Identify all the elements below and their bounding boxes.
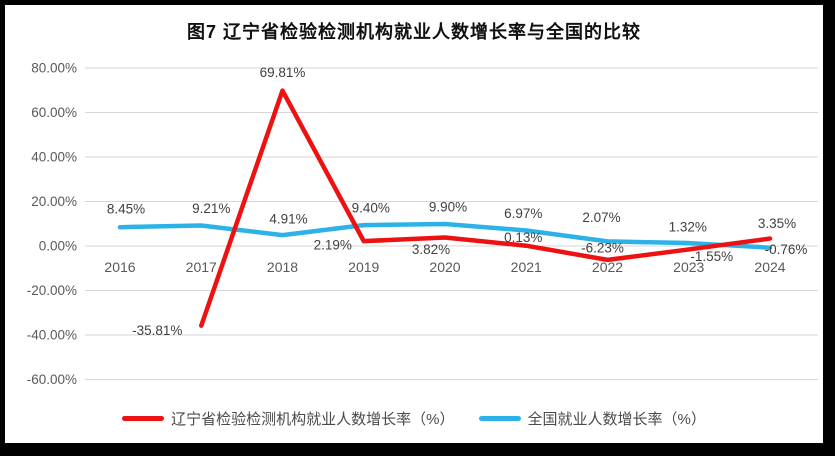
data-label: -6.23% — [581, 240, 624, 255]
data-label: 3.35% — [758, 216, 796, 231]
y-axis-tick-label: 40.00% — [31, 150, 77, 165]
x-axis-tick-label: 2021 — [511, 259, 542, 275]
data-label: -0.76% — [765, 242, 808, 257]
data-label: 3.82% — [412, 242, 450, 257]
chart-legend: 辽宁省检验检测机构就业人数增长率（%） 全国就业人数增长率（%） — [5, 408, 823, 429]
data-label: 0.13% — [504, 230, 542, 245]
series-line-liaoning — [199, 88, 773, 328]
y-axis-tick-label: 60.00% — [31, 105, 77, 120]
data-label: 9.90% — [429, 199, 467, 214]
y-axis-tick-label: -40.00% — [27, 328, 77, 343]
chart-title: 图7 辽宁省检验检测机构就业人数增长率与全国的比较 — [186, 22, 641, 42]
data-label: -1.55% — [690, 249, 733, 264]
data-label: 6.97% — [504, 206, 542, 221]
data-label: 9.21% — [192, 201, 230, 216]
y-axis-tick-label: 20.00% — [31, 194, 77, 209]
data-label: 8.45% — [107, 202, 145, 217]
data-label: 9.40% — [352, 201, 390, 216]
x-axis-tick-label: 2022 — [592, 259, 623, 275]
x-axis-tick-label: 2024 — [754, 259, 785, 275]
x-axis-tick-label: 2017 — [186, 259, 217, 275]
data-label: 2.07% — [582, 210, 620, 225]
legend-line-swatch-red — [122, 416, 165, 421]
x-axis-tick-label: 2020 — [429, 259, 460, 275]
data-label: 69.81% — [260, 65, 306, 80]
x-axis-tick-label: 2016 — [104, 259, 135, 275]
data-label: 2.19% — [314, 238, 352, 253]
x-axis-tick-label: 2018 — [267, 259, 298, 275]
legend-label-liaoning: 辽宁省检验检测机构就业人数增长率（%） — [171, 411, 455, 428]
data-label: 1.32% — [669, 220, 707, 235]
chart-plot-background: 图7 辽宁省检验检测机构就业人数增长率与全国的比较 80.00% 60.00% 40… — [5, 5, 823, 443]
chart-canvas: 80.00% 60.00% 40.00% 20.00% 0.00% -20.00% -40.… — [27, 61, 818, 387]
legend-label-national: 全国就业人数增长率（%） — [527, 411, 706, 428]
x-axis-tick-label: 2023 — [673, 259, 704, 275]
data-label: -35.81% — [132, 323, 182, 338]
series-line-national — [117, 221, 773, 250]
y-axis-tick-label: 0.00% — [39, 239, 77, 254]
x-axis-tick-label: 2019 — [348, 259, 379, 275]
legend-item-liaoning: 辽宁省检验检测机构就业人数增长率（%） — [122, 408, 455, 429]
data-label: 4.91% — [269, 212, 307, 227]
legend-item-national: 全国就业人数增长率（%） — [478, 408, 706, 429]
legend-line-swatch-blue — [478, 416, 521, 421]
y-axis-tick-label: -60.00% — [27, 372, 77, 387]
y-axis-tick-label: -20.00% — [27, 283, 77, 298]
y-axis-tick-label: 80.00% — [31, 61, 77, 76]
